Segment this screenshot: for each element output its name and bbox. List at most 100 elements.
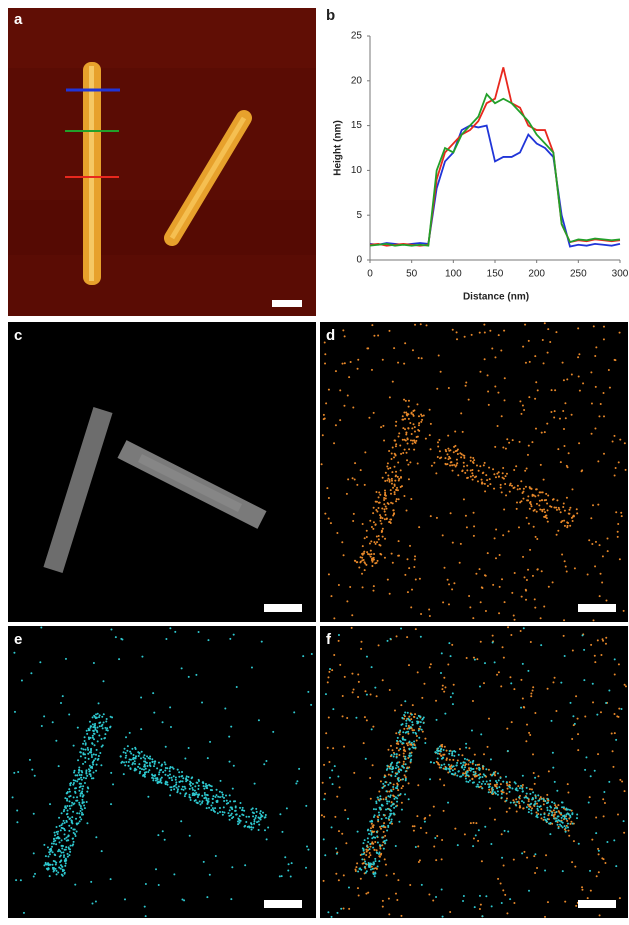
dot [513, 469, 515, 471]
dot [452, 769, 454, 771]
dot [385, 514, 387, 516]
dot [391, 813, 393, 815]
dot [401, 419, 403, 421]
dot [576, 814, 578, 816]
dot [405, 440, 407, 442]
dot [451, 644, 453, 646]
dot [523, 706, 525, 708]
dot [595, 386, 597, 388]
dot [190, 782, 192, 784]
dot [573, 840, 575, 842]
dot [402, 738, 404, 740]
dot [495, 780, 497, 782]
dot [408, 400, 410, 402]
dot [425, 832, 427, 834]
dot [366, 656, 368, 658]
dot [504, 894, 506, 896]
dot [389, 689, 391, 691]
dot [531, 505, 533, 507]
dot [525, 590, 527, 592]
dot [74, 780, 76, 782]
dot [333, 617, 335, 619]
dot [170, 766, 172, 768]
dot [447, 579, 449, 581]
dot [389, 479, 391, 481]
dot [597, 504, 599, 506]
dot [400, 704, 402, 706]
dot [426, 324, 428, 326]
dot [522, 790, 524, 792]
dot [399, 748, 401, 750]
dot [555, 710, 557, 712]
dot [411, 433, 413, 435]
dot [389, 768, 391, 770]
dot [77, 759, 79, 761]
dot [464, 766, 466, 768]
dot [519, 400, 521, 402]
dot [444, 567, 446, 569]
dot [252, 827, 254, 829]
dot [479, 568, 481, 570]
dot [509, 898, 511, 900]
dot [472, 700, 474, 702]
panel-label: b [326, 7, 335, 24]
dot [559, 418, 561, 420]
dot [410, 726, 412, 728]
dot [81, 779, 83, 781]
dot [162, 721, 164, 723]
dot [33, 875, 35, 877]
dot [502, 472, 504, 474]
dot [544, 322, 546, 324]
dot [416, 403, 418, 405]
dot [382, 798, 384, 800]
dot [406, 743, 408, 745]
dot [67, 791, 69, 793]
dot [435, 472, 437, 474]
dot [344, 335, 346, 337]
dot [452, 542, 454, 544]
dot [364, 690, 366, 692]
dot [76, 800, 78, 802]
dot [498, 671, 500, 673]
dot [563, 502, 565, 504]
dot [413, 439, 415, 441]
dot [140, 728, 142, 730]
dot [371, 561, 373, 563]
dot [614, 474, 616, 476]
dot [104, 727, 106, 729]
dot [492, 642, 494, 644]
dot [79, 804, 81, 806]
dot [544, 511, 546, 513]
dot [498, 476, 500, 478]
dot [588, 801, 590, 803]
scale-bar [264, 604, 302, 612]
dot [311, 653, 313, 655]
dot [408, 716, 410, 718]
dot [424, 821, 426, 823]
dot [279, 875, 281, 877]
dot [421, 419, 423, 421]
dot [413, 740, 415, 742]
dot [565, 808, 567, 810]
dot [43, 844, 45, 846]
dot [346, 600, 348, 602]
dot [367, 892, 369, 894]
dot [173, 873, 175, 875]
dot [286, 807, 288, 809]
dot [404, 418, 406, 420]
y-axis-label: Height (nm) [333, 120, 344, 176]
dot [469, 606, 471, 608]
dot [451, 752, 453, 754]
dot [411, 412, 413, 414]
dot [369, 843, 371, 845]
dot [337, 775, 339, 777]
dot [410, 759, 412, 761]
dot [424, 738, 426, 740]
dot [489, 807, 491, 809]
dot [204, 794, 206, 796]
dot [448, 768, 450, 770]
dot [546, 821, 548, 823]
dot [528, 890, 530, 892]
dot [60, 829, 62, 831]
dot [391, 768, 393, 770]
